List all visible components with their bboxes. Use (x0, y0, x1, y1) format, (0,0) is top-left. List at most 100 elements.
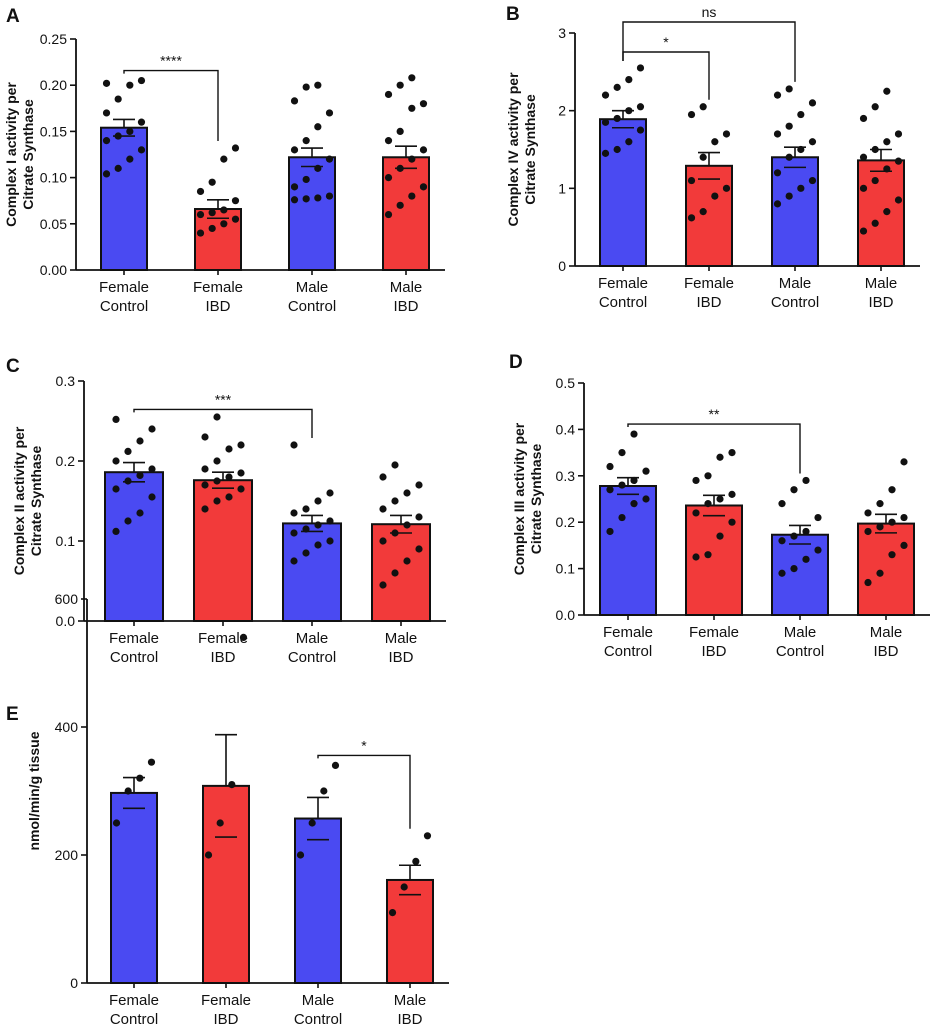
data-point (636, 126, 645, 134)
x-tick-label: Control (110, 1011, 158, 1028)
x-tick-label: Control (288, 298, 336, 315)
data-point (871, 145, 879, 154)
data-point (790, 565, 798, 573)
data-point (102, 79, 111, 87)
x-tick-label: Female (201, 992, 251, 1009)
x-tick-label: IBD (696, 294, 721, 311)
data-point (126, 81, 134, 89)
data-point (415, 481, 423, 489)
data-point (722, 184, 731, 192)
data-point (814, 513, 822, 522)
data-point (396, 164, 404, 172)
data-point (237, 469, 245, 477)
y-axis-title-line: Complex III activity per (511, 422, 527, 575)
x-tick-label: Female (193, 279, 243, 296)
data-point (112, 415, 120, 423)
x-tick-label: Male (390, 279, 423, 296)
data-point (408, 104, 416, 112)
y-tick-label: 0.20 (40, 77, 67, 93)
data-point (314, 541, 322, 549)
panel-a: A Complex I activity perCitrate Synthase F… (3, 6, 445, 315)
data-point (859, 184, 868, 192)
data-point (196, 229, 205, 237)
data-point (396, 127, 404, 135)
significance-label: ns (702, 4, 717, 20)
data-point (379, 581, 387, 589)
x-tick-label: Male (296, 279, 329, 296)
data-point (124, 517, 132, 525)
data-point (213, 413, 221, 421)
bar (282, 522, 342, 623)
data-point (785, 192, 793, 200)
y-axis-title-line: Citrate Synthase (20, 99, 36, 210)
data-point (412, 857, 420, 866)
data-point (124, 787, 132, 795)
data-point (618, 449, 626, 457)
x-tick-label: IBD (205, 298, 230, 315)
data-point (320, 787, 328, 795)
y-tick-label: 0.1 (56, 533, 76, 549)
y-tick-label: 0.2 (56, 453, 76, 469)
y-axis-title-line: Complex I activity per (3, 82, 19, 227)
y-tick-label: 0.00 (40, 262, 67, 278)
data-point (859, 227, 868, 235)
x-tick-label: IBD (868, 294, 893, 311)
x-tick-label: Control (110, 649, 158, 666)
data-point (888, 551, 896, 559)
data-point (302, 505, 310, 513)
data-point (126, 127, 134, 135)
panel-b: B Complex IV activity perCitrate Synthase… (505, 4, 920, 311)
data-point (124, 447, 132, 455)
data-point (785, 85, 793, 93)
data-point (642, 467, 650, 475)
x-tick-label: IBD (388, 649, 413, 666)
data-point (403, 521, 411, 529)
significance-bracket (622, 51, 710, 100)
data-point (147, 758, 156, 766)
data-point (419, 146, 428, 154)
data-point (625, 76, 633, 84)
data-point (778, 500, 786, 508)
data-point (408, 192, 416, 200)
data-point (625, 138, 633, 146)
panel-c: C Complex II activity perCitrate Synthase… (6, 356, 446, 666)
data-point (136, 774, 144, 782)
bar (599, 485, 657, 616)
data-point (112, 819, 121, 827)
x-tick-label: Female (198, 630, 248, 647)
data-point (785, 153, 793, 161)
data-point (728, 518, 736, 526)
x-tick-label: Control (294, 1011, 342, 1028)
data-point (314, 123, 322, 131)
y-tick-label: 0.10 (40, 170, 67, 186)
data-point (423, 832, 432, 840)
y-axis-title-line: nmol/min/g tissue (26, 731, 42, 850)
y-axis-title: nmol/min/g tissue (26, 731, 42, 850)
data-point (699, 208, 707, 216)
data-point (630, 430, 638, 438)
data-point (900, 513, 908, 522)
data-point (196, 187, 205, 196)
panel-letter: D (509, 352, 523, 373)
significance-bracket (317, 754, 411, 829)
data-point (692, 509, 700, 517)
x-tick-label: Control (776, 643, 824, 660)
data-point (391, 497, 399, 505)
x-tick-label: Female (109, 992, 159, 1009)
data-point (606, 486, 614, 494)
data-point (692, 553, 700, 561)
y-tick-label: 0.25 (40, 31, 67, 47)
data-point (290, 509, 298, 517)
data-point (379, 473, 387, 481)
data-point (876, 500, 884, 508)
data-point (618, 481, 626, 489)
data-point (208, 224, 216, 233)
data-point (314, 521, 322, 529)
data-point (773, 91, 782, 99)
data-point (642, 495, 650, 503)
data-point (290, 441, 298, 449)
data-point (876, 523, 884, 531)
data-point (290, 97, 299, 105)
